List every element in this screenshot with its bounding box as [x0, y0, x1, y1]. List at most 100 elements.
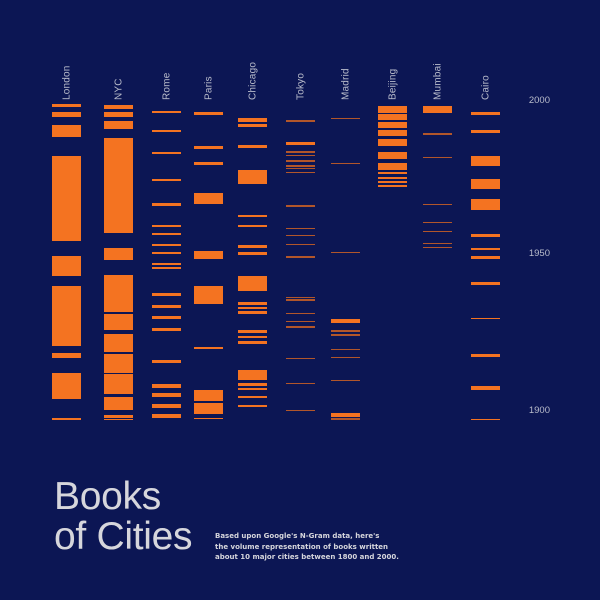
bar-chicago	[238, 341, 267, 344]
bar-rome	[152, 393, 181, 397]
bar-chicago	[238, 311, 267, 314]
bar-chicago	[238, 225, 267, 227]
bar-london	[52, 353, 81, 358]
bar-tokyo	[286, 321, 315, 322]
bar-beijing	[378, 139, 407, 146]
column-label-text: London	[61, 65, 72, 100]
column-label-rome: Rome	[157, 60, 177, 100]
bar-paris	[194, 251, 223, 259]
bar-cairo	[471, 386, 500, 390]
bar-rome	[152, 404, 181, 408]
bar-cairo	[471, 112, 500, 115]
column-label-text: Rome	[161, 72, 172, 100]
bar-tokyo	[286, 244, 315, 245]
bar-paris	[194, 193, 223, 204]
bar-london	[52, 418, 81, 420]
bar-tokyo	[286, 313, 315, 314]
y-tick-1900: 1900	[528, 405, 550, 416]
bar-paris	[194, 162, 223, 165]
bar-madrid	[331, 413, 360, 417]
bar-nyc	[104, 121, 133, 129]
bar-paris	[194, 112, 223, 115]
column-label-text: Beijing	[387, 68, 398, 100]
bar-rome	[152, 233, 181, 235]
bar-london	[52, 373, 81, 399]
bar-tokyo	[286, 160, 315, 162]
description-line-2: the volume representation of books writt…	[215, 542, 389, 551]
bar-tokyo	[286, 410, 315, 411]
bar-tokyo	[286, 172, 315, 173]
bar-rome	[152, 152, 181, 154]
column-label-text: NYC	[113, 78, 124, 100]
bar-cairo	[471, 179, 500, 189]
y-tick-1950: 1950	[528, 248, 550, 259]
bar-beijing	[378, 106, 407, 113]
bar-chicago	[238, 252, 267, 255]
bar-nyc	[104, 334, 133, 352]
bar-cairo	[471, 354, 500, 357]
bar-tokyo	[286, 358, 315, 359]
bar-tokyo	[286, 235, 315, 236]
bar-rome	[152, 179, 181, 181]
column-label-text: Cairo	[480, 75, 491, 100]
bar-rome	[152, 328, 181, 331]
bar-tokyo	[286, 142, 315, 145]
bar-tokyo	[286, 299, 315, 301]
column-label-nyc: NYC	[109, 60, 129, 100]
description-line-3: about 10 major cities between 1800 and 2…	[215, 553, 399, 561]
bar-nyc	[104, 105, 133, 109]
description-line-1: Based upon Google's N-Gram data, here's	[215, 532, 380, 540]
bar-beijing	[378, 152, 407, 159]
bar-cairo	[471, 256, 500, 259]
bar-cairo	[471, 282, 500, 285]
bar-mumbai	[423, 243, 452, 244]
bar-beijing	[378, 172, 407, 174]
bar-cairo	[471, 130, 500, 133]
column-label-paris: Paris	[199, 60, 219, 100]
bar-rome	[152, 384, 181, 388]
bar-chicago	[238, 405, 267, 407]
bar-mumbai	[423, 204, 452, 205]
column-label-text: Chicago	[247, 61, 258, 100]
bar-rome	[152, 414, 181, 418]
column-label-mumbai: Mumbai	[428, 60, 448, 100]
description: Based upon Google's N-Gram data, here's …	[215, 531, 399, 563]
bar-rome	[152, 111, 181, 113]
bar-beijing	[378, 122, 407, 128]
column-label-tokyo: Tokyo	[291, 60, 311, 100]
bar-cairo	[471, 318, 500, 319]
bar-rome	[152, 263, 181, 265]
chart-title: Books of Cities	[54, 477, 192, 557]
bar-chicago	[238, 388, 267, 390]
bar-nyc	[104, 354, 133, 373]
bar-mumbai	[423, 133, 452, 135]
bar-chicago	[238, 145, 267, 148]
bar-beijing	[378, 177, 407, 179]
bar-nyc	[104, 314, 133, 330]
column-label-text: Madrid	[340, 68, 351, 100]
bar-chicago	[238, 396, 267, 398]
bar-madrid	[331, 118, 360, 119]
bar-tokyo	[286, 155, 315, 156]
bar-rome	[152, 244, 181, 246]
bar-tokyo	[286, 228, 315, 229]
bar-mumbai	[423, 106, 452, 113]
bar-madrid	[331, 163, 360, 164]
bar-chicago	[238, 336, 267, 338]
bar-nyc	[104, 138, 133, 233]
bar-tokyo	[286, 326, 315, 328]
column-label-chicago: Chicago	[243, 60, 263, 100]
bar-madrid	[331, 252, 360, 253]
bar-cairo	[471, 234, 500, 237]
bar-madrid	[331, 349, 360, 350]
bar-rome	[152, 225, 181, 227]
bar-mumbai	[423, 247, 452, 248]
bar-mumbai	[423, 231, 452, 232]
bar-paris	[194, 403, 223, 414]
bar-chicago	[238, 170, 267, 184]
bar-nyc	[104, 248, 133, 260]
column-label-text: Paris	[203, 76, 214, 100]
bar-chicago	[238, 307, 267, 309]
bar-beijing	[378, 163, 407, 170]
bar-chicago	[238, 118, 267, 122]
